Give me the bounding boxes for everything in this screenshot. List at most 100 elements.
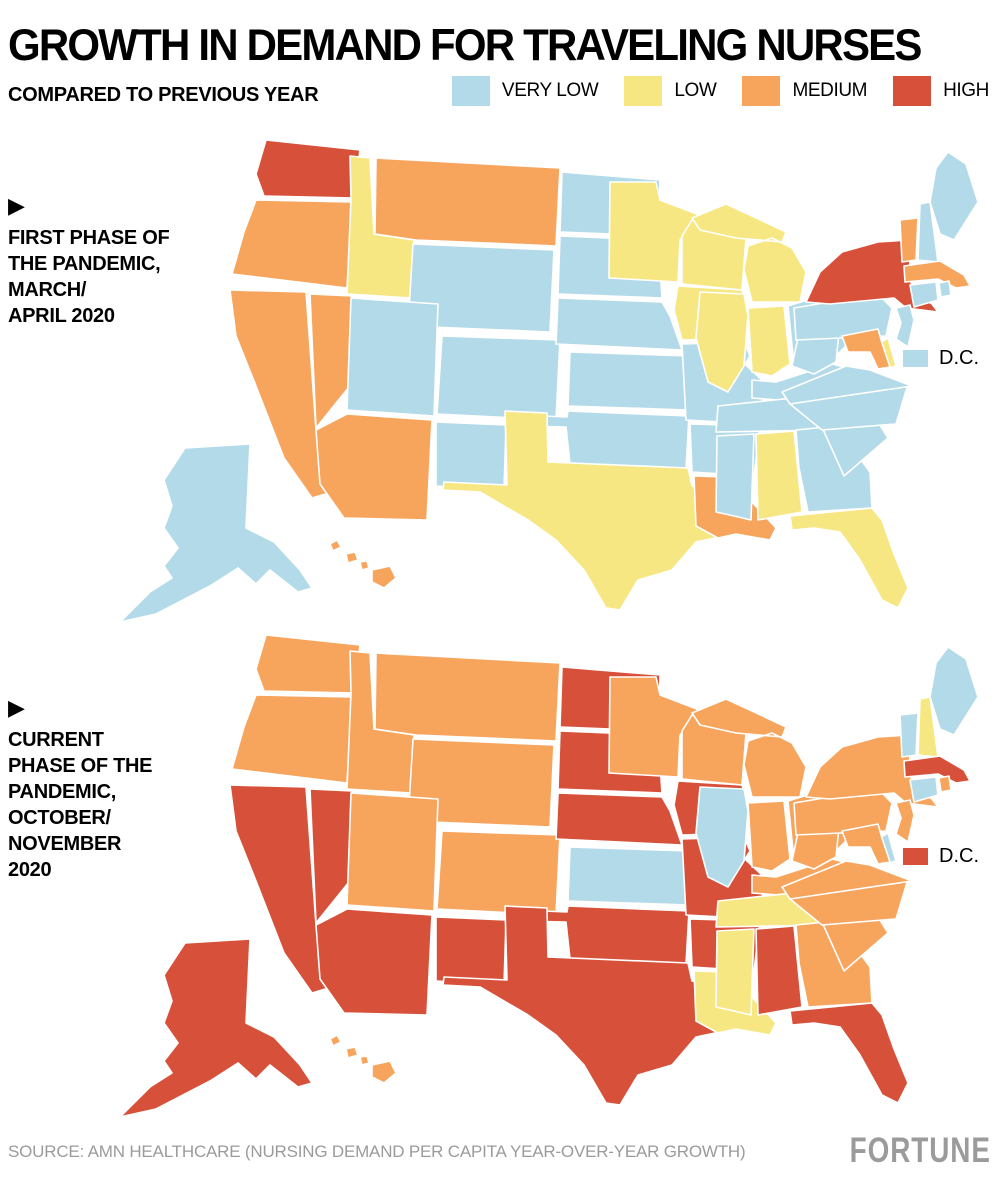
state-CT xyxy=(909,281,939,308)
state-VT xyxy=(899,712,919,758)
state-KS xyxy=(567,846,691,906)
legend-label: HIGH xyxy=(943,80,989,101)
state-MA xyxy=(903,755,971,784)
state-MA xyxy=(903,260,971,289)
state-TX xyxy=(442,905,718,1106)
state-HI xyxy=(329,539,397,589)
map-section-current-phase: ▶ CURRENT PHASE OF THE PANDEMIC, OCTOBER… xyxy=(0,635,1001,1125)
map-label-line: THE PANDEMIC, xyxy=(8,253,161,275)
map-section-first-phase: ▶ FIRST PHASE OF THE PANDEMIC, MARCH/ AP… xyxy=(0,140,1001,630)
map-label-first-phase: ▶ FIRST PHASE OF THE PANDEMIC, MARCH/ AP… xyxy=(8,195,208,329)
state-UT xyxy=(346,792,439,912)
state-IL xyxy=(695,786,749,888)
legend-item-low: LOW xyxy=(624,76,717,106)
low-swatch-icon xyxy=(624,76,663,106)
state-WA xyxy=(255,140,361,199)
state-IN xyxy=(747,305,791,377)
state-CO xyxy=(436,335,561,421)
map-label-line: MARCH/ xyxy=(8,279,87,301)
page-subtitle: COMPARED TO PREVIOUS YEAR xyxy=(8,84,319,106)
state-MD xyxy=(841,328,891,370)
state-NM xyxy=(435,916,507,986)
legend-item-high: HIGH xyxy=(893,76,989,106)
dc-swatch-icon xyxy=(903,848,928,865)
page-title: GROWTH IN DEMAND FOR TRAVELING NURSES xyxy=(8,20,922,70)
legend-label: VERY LOW xyxy=(501,80,599,101)
state-ME xyxy=(929,646,979,736)
medium-swatch-icon xyxy=(742,76,781,106)
source-credit: SOURCE: AMN HEALTHCARE (NURSING DEMAND P… xyxy=(8,1142,746,1161)
state-WA xyxy=(255,635,361,694)
state-MT xyxy=(374,157,561,247)
state-MI xyxy=(691,203,807,303)
state-VA xyxy=(781,860,913,900)
dc-label: D.C. xyxy=(939,845,979,867)
color-legend: VERY LOW LOW MEDIUM HIGH xyxy=(451,76,989,106)
state-OR xyxy=(231,694,353,784)
state-CO xyxy=(436,830,561,916)
legend-label: MEDIUM xyxy=(792,80,868,101)
us-map-current-phase xyxy=(119,635,979,1118)
high-swatch-icon xyxy=(893,76,932,106)
state-TX xyxy=(442,410,718,611)
legend-item-very-low: VERY LOW xyxy=(451,76,599,106)
map-label-line: PHASE OF THE xyxy=(8,755,153,777)
state-VA xyxy=(781,365,913,405)
state-MS xyxy=(715,433,755,521)
footer: SOURCE: AMN HEALTHCARE (NURSING DEMAND P… xyxy=(0,1128,1001,1183)
very-low-swatch-icon xyxy=(451,76,490,106)
map-label-line: FIRST PHASE OF xyxy=(8,227,170,249)
dc-legend-current-phase: D.C. xyxy=(903,845,979,868)
state-AK xyxy=(119,443,313,623)
state-MI xyxy=(691,698,807,798)
dc-legend-first-phase: D.C. xyxy=(903,347,979,370)
state-AZ xyxy=(315,413,433,521)
state-VT xyxy=(899,217,919,263)
state-UT xyxy=(346,297,439,417)
state-MD xyxy=(841,823,891,865)
state-AL xyxy=(755,430,803,521)
state-FL xyxy=(789,507,909,609)
state-HI xyxy=(329,1034,397,1084)
state-NV xyxy=(309,293,353,429)
state-NJ xyxy=(895,799,915,843)
state-IL xyxy=(695,291,749,393)
arrow-marker-icon: ▶ xyxy=(8,193,25,218)
state-NM xyxy=(435,421,507,491)
state-WY xyxy=(407,738,555,828)
state-FL xyxy=(789,1002,909,1104)
state-IN xyxy=(747,800,791,872)
map-label-line: NOVEMBER xyxy=(8,833,122,855)
state-NE xyxy=(555,792,683,846)
map-label-line: OCTOBER/ xyxy=(8,807,111,829)
state-NE xyxy=(555,297,683,351)
dc-label: D.C. xyxy=(939,347,979,369)
legend-label: LOW xyxy=(674,80,717,101)
map-label-line: APRIL 2020 xyxy=(8,305,115,327)
fortune-logo: FORTUNE xyxy=(849,1130,991,1171)
state-AZ xyxy=(315,908,433,1016)
legend-item-medium: MEDIUM xyxy=(742,76,867,106)
state-CA xyxy=(229,289,333,499)
state-AL xyxy=(755,925,803,1016)
state-CT xyxy=(909,776,939,803)
map-label-line: PANDEMIC, xyxy=(8,781,117,803)
state-NV xyxy=(309,788,353,924)
arrow-marker-icon: ▶ xyxy=(8,695,25,720)
state-NJ xyxy=(895,304,915,348)
state-ME xyxy=(929,151,979,241)
map-label-line: 2020 xyxy=(8,859,52,881)
us-map-first-phase xyxy=(119,140,979,623)
state-AK xyxy=(119,938,313,1118)
state-MS xyxy=(715,928,755,1016)
state-CA xyxy=(229,784,333,994)
state-WY xyxy=(407,243,555,333)
state-MT xyxy=(374,652,561,742)
state-KS xyxy=(567,351,691,411)
map-label-current-phase: ▶ CURRENT PHASE OF THE PANDEMIC, OCTOBER… xyxy=(8,697,208,883)
map-label-line: CURRENT xyxy=(8,729,104,751)
state-RI xyxy=(938,280,952,298)
dc-swatch-icon xyxy=(903,350,928,367)
state-OR xyxy=(231,199,353,289)
state-RI xyxy=(938,775,952,793)
